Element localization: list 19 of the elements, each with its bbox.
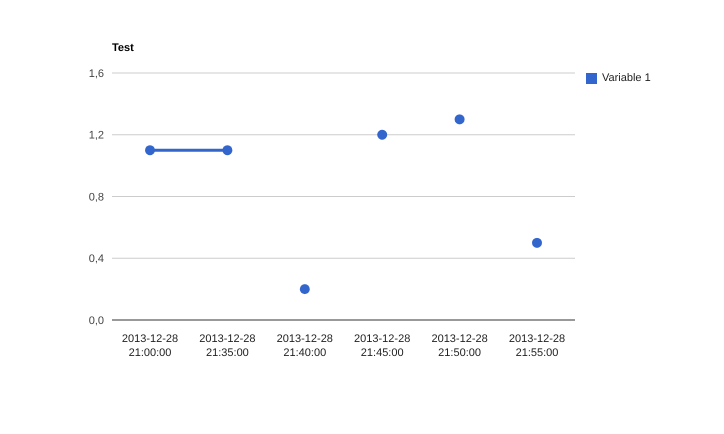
- x-tick-label: 2013-12-28 21:40:00: [276, 333, 333, 359]
- y-tick-label: 0,0: [88, 314, 104, 327]
- x-tick-label: 2013-12-28 21:55:00: [508, 333, 566, 359]
- x-tick-label: 2013-12-28 21:50:00: [431, 333, 488, 359]
- point: [145, 145, 155, 156]
- x-tick-label: 2013-12-28 21:35:00: [199, 333, 256, 359]
- point: [300, 284, 310, 294]
- y-tick-label: 0,4: [88, 253, 104, 266]
- point: [222, 145, 232, 156]
- point: [532, 238, 542, 248]
- point: [454, 114, 465, 124]
- x-tick-label: 2013-12-28 21:45:00: [354, 333, 410, 359]
- point: [377, 130, 388, 140]
- y-tick-label: 0,8: [88, 191, 104, 204]
- legend-label: Variable 1: [602, 72, 651, 84]
- y-tick-label: 1,6: [88, 68, 104, 80]
- chart-title: Test: [112, 42, 134, 54]
- y-tick-label: 1,2: [88, 130, 104, 142]
- x-tick-label: 2013-12-28 21:00:00: [122, 333, 178, 359]
